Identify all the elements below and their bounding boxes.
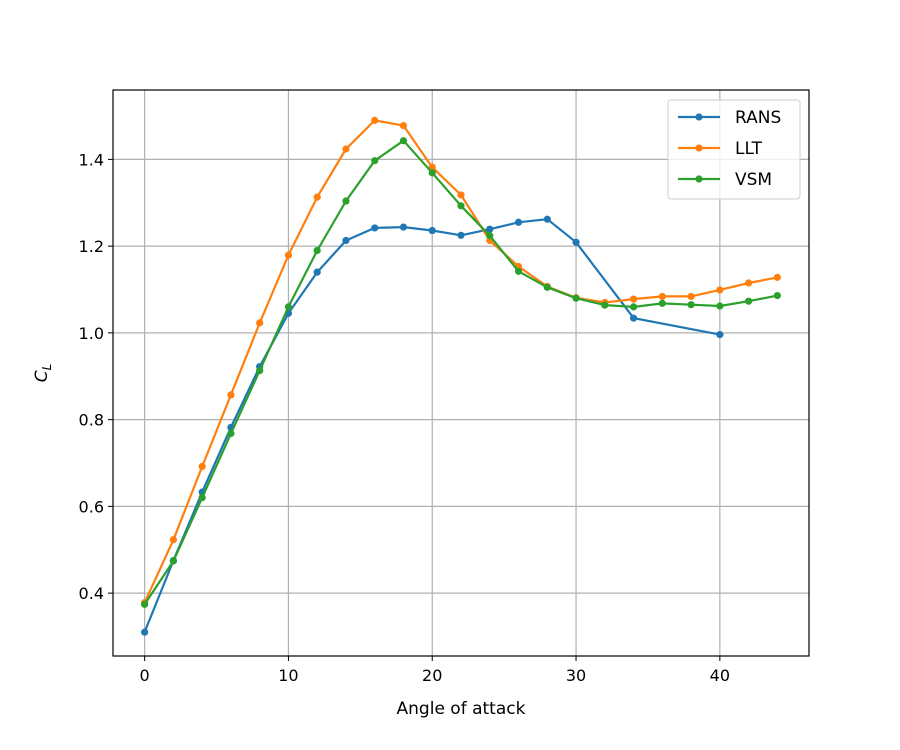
y-tick-label: 1.4 [79, 150, 104, 169]
data-point-rans [629, 314, 638, 322]
data-point-rans [371, 224, 379, 232]
data-point-llt [169, 536, 177, 544]
data-point-vsm [773, 291, 781, 300]
data-point-vsm [371, 157, 379, 165]
data-point-vsm [514, 267, 523, 275]
data-point-vsm [256, 367, 264, 375]
y-tick-label: 0.6 [79, 497, 104, 516]
data-point-vsm [227, 429, 235, 438]
data-point-rans [716, 331, 724, 339]
data-point-rans [342, 236, 350, 245]
data-point-llt [457, 191, 465, 199]
y-axis-label-main: C [32, 370, 52, 382]
data-point-vsm [169, 557, 177, 565]
x-tick-label: 30 [566, 666, 586, 685]
data-point-llt [687, 292, 695, 301]
y-tick-label: 0.4 [79, 584, 104, 603]
data-point-rans [543, 215, 551, 223]
data-point-rans [486, 225, 494, 233]
data-point-rans [313, 268, 321, 276]
data-point-rans [399, 223, 408, 231]
legend-marker-rans [695, 113, 703, 121]
data-point-vsm [399, 137, 408, 145]
data-point-llt [284, 251, 293, 259]
data-point-vsm [658, 299, 666, 307]
data-point-llt [342, 145, 350, 153]
x-axis-label: Angle of attack [397, 699, 526, 719]
series-llt [141, 116, 781, 607]
data-point-llt [399, 121, 408, 130]
data-point-vsm [716, 302, 724, 310]
data-point-vsm [342, 197, 350, 205]
y-tick-label: 1.0 [79, 324, 104, 343]
data-point-vsm [198, 494, 206, 502]
data-point-vsm [629, 303, 638, 311]
series-vsm [141, 137, 781, 608]
x-tick-label: 10 [278, 666, 298, 685]
data-point-llt [716, 286, 724, 294]
plot-frame [112, 89, 810, 657]
data-point-vsm [486, 232, 494, 240]
data-point-llt [428, 163, 436, 171]
data-point-llt [256, 319, 264, 327]
data-point-vsm [313, 246, 321, 255]
data-point-llt [198, 462, 206, 471]
data-point-llt [658, 292, 666, 301]
data-point-vsm [745, 297, 753, 305]
legend-label-rans: RANS [735, 108, 781, 128]
data-point-llt [313, 193, 321, 201]
data-point-vsm [141, 600, 149, 608]
y-tick-label: 1.2 [79, 237, 104, 256]
data-point-rans [514, 218, 523, 226]
data-point-vsm [687, 301, 695, 309]
data-point-vsm [457, 202, 465, 210]
data-point-llt [629, 295, 638, 303]
legend-label-llt: LLT [735, 139, 763, 159]
ticks: 0 10 20 30 40 0.4 0.6 0.8 1.0 1.2 1.4 [79, 150, 730, 685]
data-point-llt [371, 116, 379, 124]
legend-box [667, 99, 801, 200]
grid [113, 90, 809, 656]
data-point-vsm [543, 283, 551, 291]
data-point-rans [141, 628, 149, 636]
y-axis-label-subscript: L [40, 364, 54, 371]
y-axis-label: CL [32, 364, 54, 383]
legend-label-vsm: VSM [735, 170, 772, 190]
data-point-vsm [284, 303, 293, 311]
legend: RANS LLT VSM [667, 99, 801, 200]
legend-marker-vsm [695, 175, 703, 183]
y-tick-label: 0.8 [79, 411, 104, 430]
data-point-vsm [572, 294, 580, 302]
data-point-vsm [428, 169, 436, 177]
data-point-rans [572, 238, 580, 246]
data-point-vsm [601, 301, 609, 309]
legend-marker-llt [695, 144, 703, 152]
data-point-llt [745, 279, 753, 287]
x-tick-label: 20 [422, 666, 442, 685]
x-tick-label: 0 [140, 666, 150, 685]
series-group [141, 116, 781, 636]
data-point-llt [227, 391, 235, 399]
data-point-rans [457, 231, 465, 239]
data-point-rans [428, 226, 436, 235]
series-line-rans [143, 218, 721, 633]
data-point-llt [773, 273, 781, 281]
x-tick-label: 40 [710, 666, 730, 685]
